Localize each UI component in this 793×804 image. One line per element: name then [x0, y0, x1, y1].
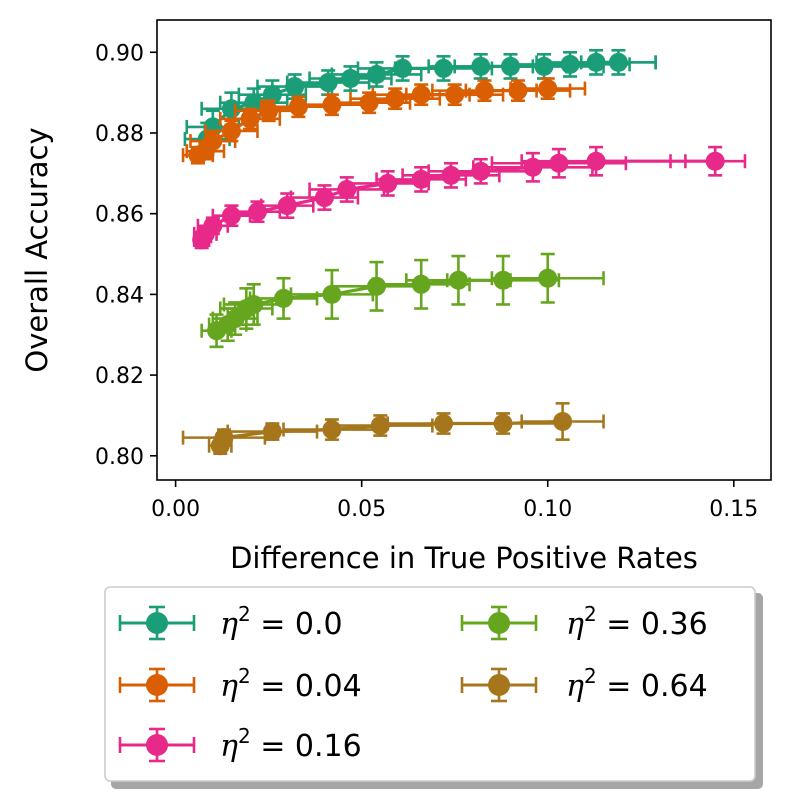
- x-tick-label: 0.15: [709, 497, 758, 522]
- data-point: [244, 93, 264, 113]
- data-point: [240, 109, 260, 129]
- series-2: [192, 145, 747, 250]
- y-tick-label: 0.90: [95, 41, 144, 66]
- data-point: [359, 93, 379, 113]
- data-point: [705, 151, 725, 171]
- legend-box: [104, 586, 756, 782]
- plot-frame: [156, 19, 772, 481]
- data-point: [553, 411, 573, 431]
- legend-label-value: = 0.36: [597, 607, 708, 642]
- data-point: [538, 79, 558, 99]
- y-tick-label: 0.86: [95, 203, 144, 228]
- data-point: [385, 89, 405, 109]
- legend-item: η2 = 0.36: [460, 602, 708, 642]
- data-point: [493, 414, 513, 434]
- legend-label-value: = 0.04: [251, 669, 362, 704]
- x-axis-label: Difference in True Positive Rates: [230, 541, 698, 575]
- data-point: [262, 85, 282, 105]
- data-point: [274, 288, 294, 308]
- data-point: [322, 95, 342, 115]
- data-point: [318, 73, 338, 93]
- data-point: [441, 165, 461, 185]
- legend-swatch-marker: [488, 674, 510, 696]
- legend-item: η2 = 0.04: [118, 664, 362, 704]
- x-tick-label: 0.00: [151, 497, 200, 522]
- legend-label-value: = 0.0: [251, 607, 343, 642]
- legend-item: η2 = 0.16: [118, 724, 362, 764]
- legend-label-symbol: η: [220, 669, 238, 704]
- series-3: [200, 252, 605, 349]
- series-4: [181, 402, 605, 456]
- data-point: [549, 153, 569, 173]
- data-point: [370, 416, 390, 436]
- legend-label-superscript: 2: [238, 724, 251, 748]
- data-point: [508, 81, 528, 101]
- series-line: [200, 159, 716, 241]
- y-axis: 0.80 0.82 0.84 0.86 0.88 0.90: [95, 41, 157, 470]
- legend-label: η2 = 0.04: [220, 664, 362, 704]
- legend-label: η2 = 0.16: [220, 724, 362, 764]
- y-tick-label: 0.82: [95, 364, 144, 389]
- legend-label-symbol: η: [220, 607, 238, 642]
- data-point: [378, 173, 398, 193]
- y-axis-label: Overall Accuracy: [20, 127, 54, 372]
- data-point: [586, 151, 606, 171]
- data-point: [493, 270, 513, 290]
- series-1: [181, 77, 587, 165]
- legend-label: η2 = 0.0: [220, 602, 343, 642]
- legend-label: η2 = 0.36: [566, 602, 708, 642]
- data-point: [434, 58, 454, 78]
- legend-label-value: = 0.16: [251, 729, 362, 764]
- data-point: [314, 188, 334, 208]
- data-point: [411, 274, 431, 294]
- x-tick-label: 0.05: [337, 497, 386, 522]
- y-tick-label: 0.84: [95, 283, 144, 308]
- series-layer: [181, 48, 747, 456]
- data-point: [203, 216, 223, 236]
- legend-label-superscript: 2: [238, 602, 251, 626]
- legend-swatch-marker: [146, 734, 168, 756]
- legend-label-superscript: 2: [238, 664, 251, 688]
- legend-label-symbol: η: [566, 669, 584, 704]
- x-axis: 0.00 0.05 0.10 0.15: [151, 480, 758, 522]
- legend-label: η2 = 0.64: [566, 664, 708, 704]
- legend-swatch-marker: [146, 612, 168, 634]
- legend-label-symbol: η: [220, 729, 238, 764]
- data-point: [262, 422, 282, 442]
- data-point: [221, 206, 241, 226]
- legend-label-value: = 0.64: [597, 669, 708, 704]
- legend-swatch-marker: [488, 612, 510, 634]
- legend-label-superscript: 2: [584, 664, 597, 688]
- data-point: [560, 54, 580, 74]
- legend-item: η2 = 0.0: [118, 602, 343, 642]
- data-point: [288, 97, 308, 117]
- data-point: [538, 268, 558, 288]
- data-point: [203, 131, 223, 151]
- data-point: [322, 284, 342, 304]
- legend-label-superscript: 2: [584, 602, 597, 626]
- y-tick-label: 0.88: [95, 122, 144, 147]
- data-point: [277, 196, 297, 216]
- data-point: [221, 121, 241, 141]
- legend-label-symbol: η: [566, 607, 584, 642]
- data-point: [608, 52, 628, 72]
- x-tick-label: 0.10: [523, 497, 572, 522]
- data-point: [367, 276, 387, 296]
- data-point: [322, 420, 342, 440]
- legend-swatch-marker: [146, 674, 168, 696]
- data-point: [367, 64, 387, 84]
- data-point: [445, 85, 465, 105]
- y-tick-label: 0.80: [95, 445, 144, 470]
- legend-item: η2 = 0.64: [460, 664, 708, 704]
